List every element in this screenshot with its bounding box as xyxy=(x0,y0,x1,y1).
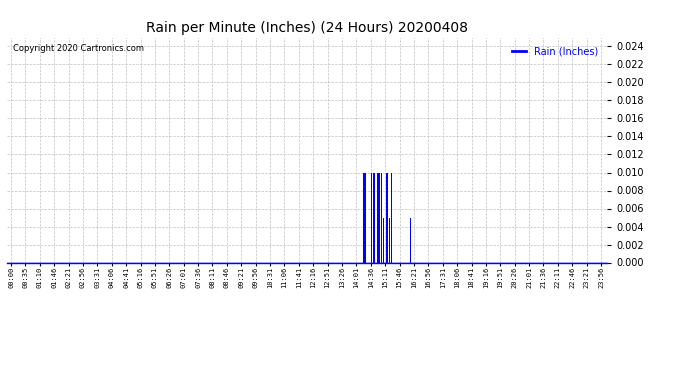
Title: Rain per Minute (Inches) (24 Hours) 20200408: Rain per Minute (Inches) (24 Hours) 2020… xyxy=(146,21,468,35)
Legend: Rain (Inches): Rain (Inches) xyxy=(508,42,602,60)
Text: Copyright 2020 Cartronics.com: Copyright 2020 Cartronics.com xyxy=(13,44,144,53)
